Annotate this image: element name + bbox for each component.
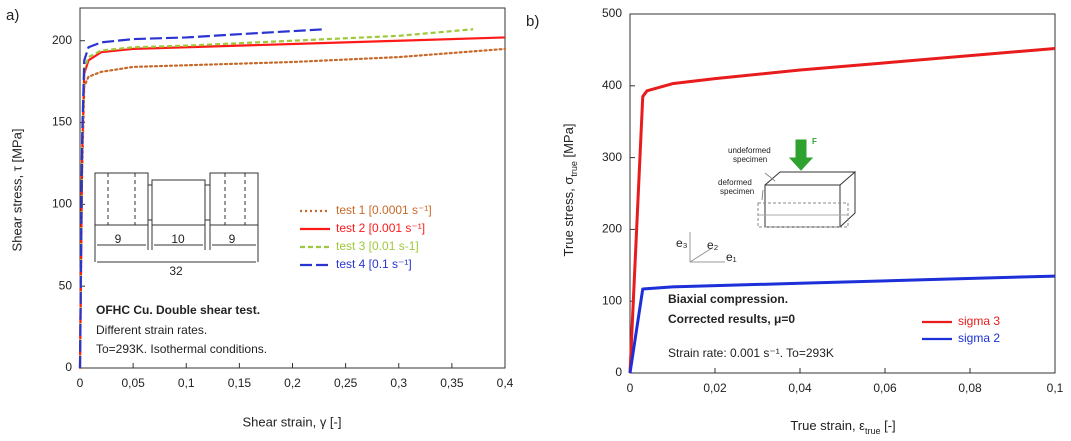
data-line	[628, 274, 1056, 374]
legend-label: test 3 [0.01 s-1]	[336, 239, 419, 253]
x-tick-label: 0,35	[440, 376, 464, 390]
dimension-label: 9	[229, 232, 236, 246]
x-axis-title: Shear strain, γ [-]	[243, 414, 342, 429]
annotation-title: Biaxial compression.	[668, 292, 788, 306]
legend-label: test 1 [0.0001 s⁻¹]	[336, 203, 432, 217]
y-tick-label: 400	[602, 78, 622, 92]
data-line	[78, 28, 325, 369]
y-tick-label: 200	[52, 33, 72, 47]
panel-label: a)	[6, 7, 19, 24]
annotation: Strain rate: 0.001 s⁻¹. To=293K	[668, 346, 834, 360]
x-tick-label: 0	[627, 381, 634, 395]
data-line	[78, 47, 507, 370]
y-tick-label: 150	[52, 115, 72, 129]
y-tick-label: 100	[52, 197, 72, 211]
annotation: Different strain rates.	[96, 323, 207, 337]
x-tick-label: 0,1	[1047, 381, 1064, 395]
y-tick-label: 300	[602, 150, 622, 164]
inset-label: specimen	[720, 187, 754, 196]
x-tick-label: 0,25	[334, 376, 358, 390]
plot-frame	[629, 13, 1056, 374]
legend-label: test 2 [0.001 s⁻¹]	[336, 221, 425, 235]
x-tick-label: 0,06	[873, 381, 897, 395]
x-tick-label: 0,1	[178, 376, 195, 390]
inset-label: undeformed	[728, 146, 771, 155]
x-tick-label: 0,2	[284, 376, 301, 390]
y-tick-label: 100	[602, 293, 622, 307]
x-tick-label: 0,15	[228, 376, 252, 390]
data-line	[78, 36, 506, 369]
inset-label: e₁	[726, 250, 737, 264]
x-tick-label: 0,02	[703, 381, 727, 395]
inset-label: specimen	[733, 155, 767, 164]
x-tick-label: 0,08	[958, 381, 982, 395]
inset-label: deformed	[718, 178, 752, 187]
legend-label: test 4 [0.1 s⁻¹]	[336, 257, 412, 271]
x-axis-title-unit: [-]	[881, 418, 896, 433]
x-tick-label: 0,05	[121, 376, 145, 390]
annotation-title: Corrected results, μ=0	[668, 312, 795, 326]
y-axis-title-main: True stress, σ	[561, 177, 576, 257]
x-tick-label: 0,04	[788, 381, 812, 395]
annotation-title: OFHC Cu. Double shear test.	[96, 303, 260, 317]
x-axis-title-main: True strain, ε	[790, 418, 865, 433]
plots: 0 0,05 0,1 0,15 0,2 0,25 0,3 0,35 0,405010015020…	[52, 6, 1064, 395]
x-tick-label: 0	[77, 376, 84, 390]
y-tick-label: 0	[615, 365, 622, 379]
y-tick-label: 50	[59, 278, 73, 292]
legend-label: sigma 3	[958, 314, 1000, 328]
x-axis-title: True strain, εtrue [-]	[790, 418, 895, 436]
dimension-label: 9	[115, 232, 122, 246]
y-axis-title-unit: [MPa]	[561, 124, 576, 162]
y-tick-label: 0	[65, 360, 72, 374]
specimen-drawing	[689, 139, 857, 263]
y-tick-label: 500	[602, 6, 622, 20]
panel-label: b)	[526, 13, 539, 30]
x-axis-title-sub: true	[865, 426, 881, 436]
y-tick-label: 200	[602, 222, 622, 236]
legend-label: sigma 2	[958, 331, 1000, 345]
inset-label: e₃	[676, 236, 688, 250]
annotation: To=293K. Isothermal conditions.	[96, 342, 267, 356]
inset-label: F	[812, 137, 817, 146]
dimension-label: 10	[171, 232, 185, 246]
x-tick-label: 0,4	[497, 376, 514, 390]
x-tick-label: 0,3	[390, 376, 407, 390]
y-axis-title: Shear stress, τ [MPa]	[9, 129, 24, 252]
y-axis-title: True stress, σtrue [MPa]	[561, 124, 579, 257]
inset-label: e₂	[707, 238, 719, 252]
dimension-label: 32	[169, 264, 183, 278]
specimen-drawing	[94, 172, 259, 263]
y-axis-title-sub: true	[569, 161, 579, 177]
data-line	[628, 46, 1056, 374]
